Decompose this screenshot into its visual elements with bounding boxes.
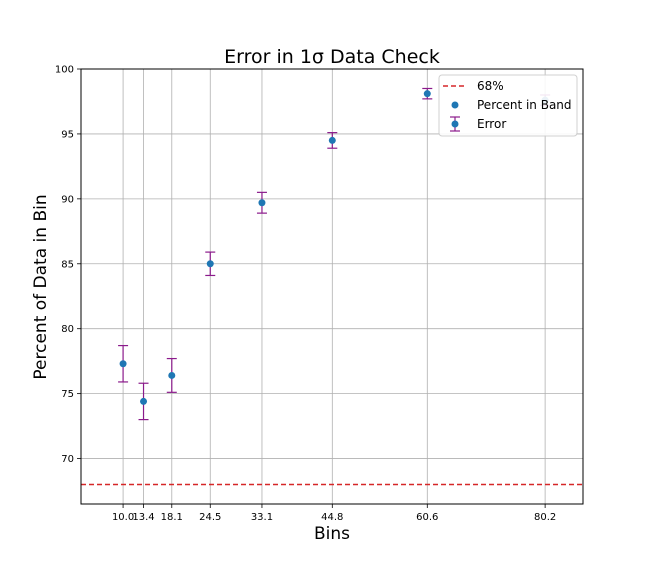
chart-title: Error in 1σ Data Check [224, 46, 440, 68]
x-axis-label: Bins [314, 524, 350, 544]
y-tick-label: 85 [61, 259, 74, 270]
x-tick-label: 44.8 [321, 512, 343, 523]
y-tick-label: 70 [61, 454, 74, 465]
data-points [119, 90, 549, 405]
x-axis-ticks: 10.013.4 18.1 24.5 33.1 44.8 60.6 80.2 [112, 504, 556, 523]
legend-error-label: Error [477, 117, 506, 131]
data-point [206, 260, 214, 268]
x-tick-label: 33.1 [251, 512, 273, 523]
y-axis-label: Percent of Data in Bin [31, 194, 51, 379]
y-tick-label: 80 [61, 324, 74, 335]
data-point [119, 360, 127, 368]
legend-error-point [451, 120, 459, 128]
x-tick-label: 10.0 [112, 512, 134, 523]
data-point [328, 136, 336, 144]
y-axis-ticks: 70 75 80 85 90 95 100 [55, 65, 81, 465]
legend-error-marker [450, 116, 460, 132]
data-point [168, 371, 176, 379]
legend-percent-label: Percent in Band [477, 98, 572, 112]
y-tick-label: 100 [55, 65, 74, 76]
data-point [258, 199, 266, 207]
legend-ref-line-label: 68% [477, 79, 504, 93]
data-point [423, 90, 431, 98]
y-tick-label: 95 [61, 129, 74, 140]
x-tick-label: 60.6 [416, 512, 438, 523]
x-tick-label: 13.4 [132, 512, 154, 523]
x-tick-label: 24.5 [199, 512, 221, 523]
x-tick-label: 80.2 [534, 512, 556, 523]
data-point [140, 397, 148, 405]
legend-box [438, 74, 578, 137]
y-tick-label: 90 [61, 194, 74, 205]
legend-percent-marker [451, 101, 459, 109]
y-tick-label: 75 [61, 389, 74, 400]
x-tick-label: 18.1 [161, 512, 183, 523]
legend: 68% Percent in Band Error [438, 74, 578, 137]
